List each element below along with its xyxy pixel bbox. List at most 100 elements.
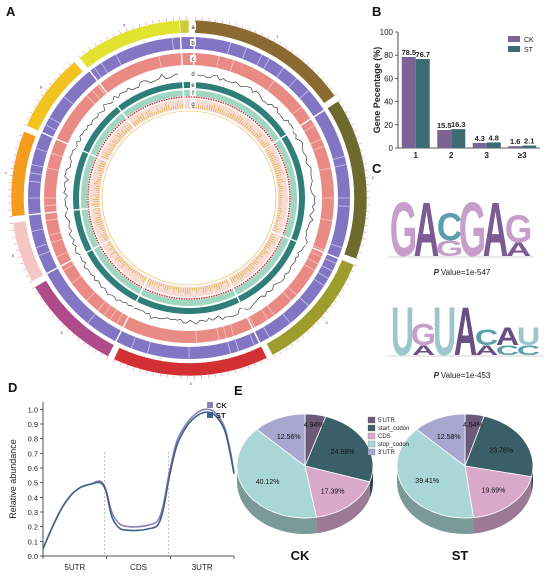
chromosome-label: 8 bbox=[40, 85, 43, 90]
motif-letter-G: G bbox=[459, 187, 487, 273]
motif-letter-A: A bbox=[414, 187, 440, 273]
chromosome-tick bbox=[341, 105, 345, 108]
track-g-bar bbox=[145, 116, 148, 119]
pie-slice-ck-5 bbox=[256, 413, 306, 467]
track-g-bar bbox=[117, 257, 122, 262]
bar-ck-4 bbox=[508, 146, 523, 148]
track-g-bar bbox=[108, 247, 114, 251]
track-g-bar bbox=[202, 104, 204, 110]
track-g-bar bbox=[225, 113, 227, 116]
track-c-stripe bbox=[303, 264, 315, 271]
chromosome-tick bbox=[228, 371, 230, 375]
track-g-bar bbox=[248, 265, 253, 271]
track-g-bar bbox=[95, 180, 101, 183]
chromosome-tick bbox=[338, 294, 341, 297]
track-g-ring bbox=[90, 99, 288, 297]
track-g-bar bbox=[221, 108, 224, 115]
legend-label: start_codon bbox=[378, 426, 409, 432]
chromosome-tick bbox=[353, 129, 357, 132]
track-b-stripe bbox=[31, 164, 44, 168]
track-g-bar bbox=[177, 103, 179, 109]
track-g-bar bbox=[115, 252, 118, 255]
chromosome-tick bbox=[53, 77, 57, 81]
chromosome-arc-10 bbox=[179, 19, 190, 34]
track-g-bar bbox=[236, 116, 242, 123]
track-g-bar bbox=[95, 218, 102, 221]
legend-label: stop_codon bbox=[378, 442, 409, 448]
chromosome-tick bbox=[88, 346, 91, 349]
pie-slice-st-3 bbox=[464, 465, 533, 519]
bar-ck-3 bbox=[472, 143, 487, 148]
track-g-bar bbox=[277, 178, 284, 181]
chromosome-tick bbox=[353, 264, 357, 267]
track-g-bar bbox=[137, 116, 142, 123]
y-axis-label: Relative abundance bbox=[8, 439, 18, 519]
track-g-bar bbox=[271, 233, 274, 236]
chromosome-arc-5 bbox=[34, 280, 115, 357]
chromosome-tick bbox=[254, 29, 257, 33]
track-g-bar bbox=[263, 247, 267, 250]
pie-title-st: ST bbox=[452, 548, 469, 563]
track-g-bar bbox=[110, 147, 114, 150]
track-b-stripe bbox=[63, 96, 74, 105]
track-g-bar bbox=[237, 273, 242, 280]
chromosome-separator bbox=[88, 69, 136, 130]
track-g-bar bbox=[125, 127, 130, 132]
pie-charts-feature-distribution: 4.94% 24.98% 17.39% 40.12% 12.56% CK 4.54% 23.7… bbox=[236, 413, 534, 563]
chromosome-tick bbox=[39, 298, 43, 301]
chromosome-tick bbox=[348, 117, 352, 120]
track-c-stripe bbox=[266, 305, 275, 316]
chromosome-tick bbox=[94, 349, 97, 353]
chromosome-tick bbox=[106, 36, 109, 40]
track-c-stripe bbox=[86, 95, 96, 105]
track-c-stripe bbox=[50, 238, 63, 244]
track-g-bar bbox=[247, 125, 252, 131]
track-g-bar bbox=[104, 152, 110, 156]
chromosome-tick bbox=[23, 269, 26, 271]
chromosome-tick bbox=[44, 88, 48, 91]
track-g-bar bbox=[97, 178, 101, 181]
motif-letter-A: A bbox=[475, 343, 498, 358]
track-b-stripe bbox=[242, 47, 248, 60]
track-g-bar bbox=[245, 125, 249, 129]
track-g-bar bbox=[107, 241, 111, 244]
track-g-bar bbox=[277, 180, 285, 183]
track-g-bar bbox=[116, 254, 120, 257]
track-g-bar bbox=[124, 129, 128, 133]
chromosome-tick bbox=[48, 82, 52, 86]
track-g-bar bbox=[204, 286, 207, 292]
track-g-bar bbox=[103, 237, 109, 241]
pie-slice-ck-3 bbox=[304, 465, 371, 518]
chromosome-tick bbox=[61, 324, 65, 328]
track-g-bar bbox=[98, 176, 102, 179]
track-g-bar bbox=[255, 257, 259, 260]
track-g-bar bbox=[261, 250, 266, 255]
chromosome-tick bbox=[126, 364, 128, 368]
chromosome-tick bbox=[266, 357, 269, 361]
track-g-bar bbox=[163, 284, 165, 287]
track-g-bar bbox=[107, 243, 112, 246]
track-g-bar bbox=[215, 283, 219, 291]
pie-side-ck bbox=[316, 481, 370, 534]
track-c-stripe bbox=[261, 309, 269, 320]
chromosome-tick bbox=[235, 23, 237, 27]
line-series-st bbox=[42, 411, 235, 549]
motif-letter-G: G bbox=[505, 207, 533, 251]
pie-value-label: 4.54% bbox=[463, 422, 483, 429]
track-b-stripe bbox=[29, 172, 42, 176]
track-letter-c: c bbox=[192, 57, 195, 63]
chromosome-tick bbox=[221, 372, 223, 376]
track-c-stripe bbox=[158, 56, 162, 68]
legend-label-st: ST bbox=[216, 411, 226, 420]
bar-st-2 bbox=[451, 129, 466, 148]
track-g-bar bbox=[211, 285, 213, 288]
pvalue-value: Value=1e-453 bbox=[441, 371, 491, 380]
x-tick-label: 2 bbox=[449, 151, 454, 160]
chromosome-label: 5 bbox=[61, 330, 64, 335]
chromosome-tick bbox=[351, 270, 355, 273]
track-g-bar bbox=[98, 172, 103, 174]
motif-letter-G: G bbox=[390, 187, 418, 273]
track-c-stripe bbox=[109, 309, 117, 320]
track-g-bar bbox=[258, 139, 261, 142]
motif-letter-C: C bbox=[437, 205, 463, 249]
